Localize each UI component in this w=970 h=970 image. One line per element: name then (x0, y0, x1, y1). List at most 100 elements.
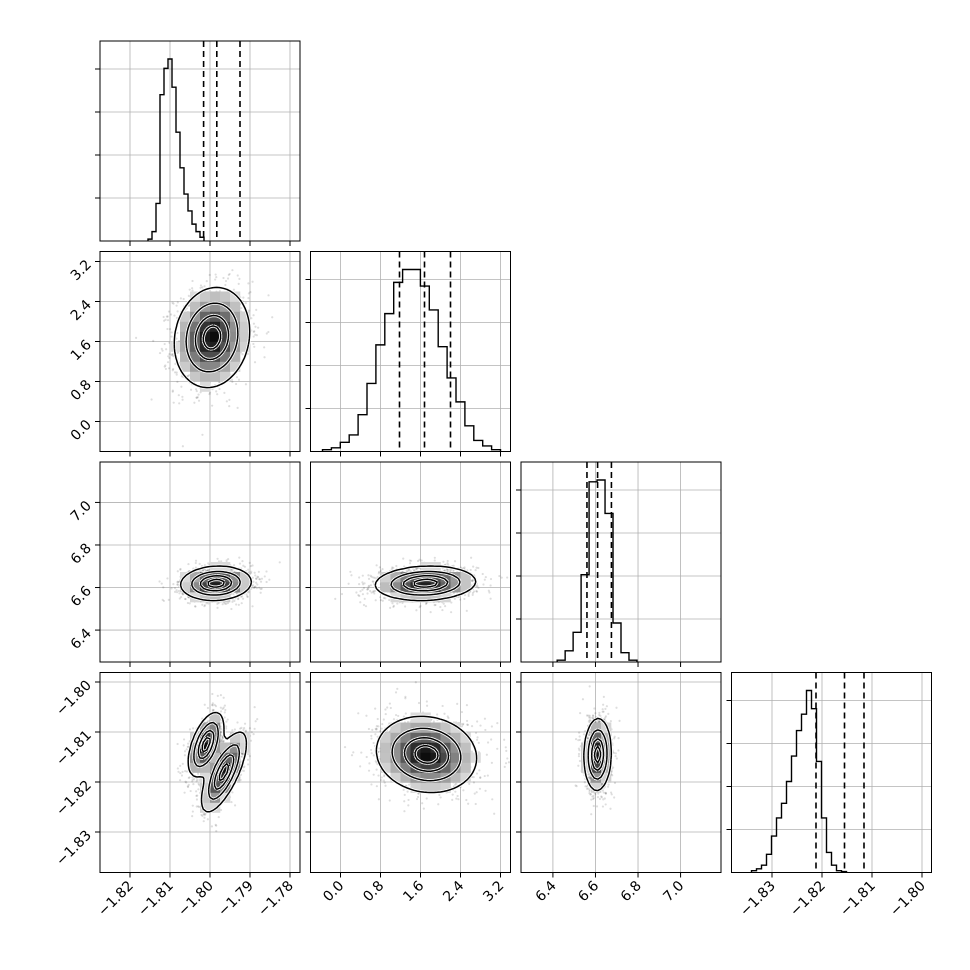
scatter-point (474, 569, 477, 572)
scatter-point (358, 594, 361, 598)
scatter-point (359, 590, 362, 593)
scatter-point (453, 560, 457, 563)
histogram-4 (750, 689, 848, 873)
scatter-point (467, 593, 470, 596)
scatter-point (221, 603, 224, 606)
scatter-point (181, 762, 184, 765)
scatter-point (191, 287, 194, 290)
scatter-point (181, 593, 184, 596)
scatter-point (232, 288, 236, 291)
scatter-point (176, 583, 179, 586)
density-cell (240, 341, 251, 352)
scatter-point (489, 597, 492, 600)
scatter-point (164, 318, 167, 321)
scatter-point (211, 703, 214, 706)
scatter-point (371, 580, 374, 583)
scatter-point (471, 579, 474, 582)
scatter-point (384, 597, 387, 600)
scatter-point (207, 568, 210, 572)
density-cell (230, 361, 241, 372)
scatter-point (367, 574, 370, 577)
scatter-point (164, 367, 168, 371)
contour-line (179, 565, 253, 602)
scatter-point (172, 367, 175, 371)
scatter-point (169, 313, 173, 316)
scatter-point (227, 273, 230, 277)
scatter-point (175, 304, 178, 307)
scatter-point (205, 280, 208, 283)
scatter-point (250, 570, 253, 573)
scatter-point (188, 288, 191, 291)
scatter-point (449, 569, 452, 572)
hist-panel-1 (95, 40, 301, 242)
scatter-point (166, 315, 169, 318)
density-cell (210, 291, 221, 302)
scatter-point (203, 285, 206, 288)
hist-panel-2 (305, 251, 511, 452)
scatter-point (259, 580, 263, 583)
scatter-point (195, 396, 198, 399)
scatter-point (218, 387, 221, 391)
scatter-point (215, 390, 218, 393)
scatter-point (247, 292, 251, 295)
scatter-point (238, 562, 242, 565)
scatter-point (252, 314, 255, 317)
hist-panel-3 (516, 461, 722, 663)
scatter-point (161, 598, 164, 601)
scatter-point (257, 326, 260, 329)
scatter-point (238, 556, 241, 559)
scatter-point (187, 742, 190, 745)
scatter-point (443, 569, 447, 572)
scatter-point (441, 608, 444, 612)
scatter-point (244, 301, 247, 305)
scatter-point (217, 560, 221, 563)
scatter-point (268, 578, 271, 581)
scatter-point (442, 602, 445, 605)
scatter-point (463, 566, 466, 569)
scatter-point (389, 606, 392, 609)
scatter-point (170, 331, 173, 334)
scatter-point (357, 594, 360, 597)
grid-lines (100, 672, 300, 873)
scatter-point (224, 279, 228, 283)
scatter-point (484, 575, 487, 579)
scatter-point (498, 574, 501, 578)
scatter-point (208, 392, 211, 396)
scatter-point (176, 580, 179, 584)
scatter-point (237, 603, 240, 606)
scatter-point (225, 400, 228, 403)
scatter-point (175, 589, 178, 592)
scatter-point (186, 601, 190, 605)
scatter-point (187, 562, 190, 566)
scatter-point (256, 583, 259, 586)
scatter-point (207, 602, 210, 605)
scatter-point (392, 604, 395, 607)
scatter-point (392, 566, 395, 569)
scatter-point (230, 607, 233, 611)
scatter-point (227, 601, 230, 604)
scatter-point (163, 365, 166, 368)
scatter-point (381, 568, 384, 571)
scatter-point (189, 388, 193, 391)
scatter-point (160, 582, 163, 585)
scatter-point (173, 590, 177, 593)
scatter-point (162, 315, 165, 319)
scatter-point (194, 388, 198, 391)
scatter-point (150, 398, 153, 401)
scatter-point (230, 378, 234, 381)
scatter-panel-3-1 (99, 461, 301, 663)
y-tick-label: 6.4 (68, 626, 95, 653)
scatter-point (415, 609, 418, 612)
scatter-point (251, 564, 254, 567)
scatter-point (369, 584, 373, 587)
scatter-point (205, 602, 208, 605)
scatter-point (237, 597, 240, 600)
scatter-point (452, 569, 455, 573)
scatter-point (447, 563, 450, 566)
scatter-panel-3-2 (305, 461, 511, 663)
scatter-point (489, 577, 493, 581)
scatter-point (470, 579, 474, 582)
scatter-point (372, 576, 375, 579)
contour-line (202, 325, 222, 350)
